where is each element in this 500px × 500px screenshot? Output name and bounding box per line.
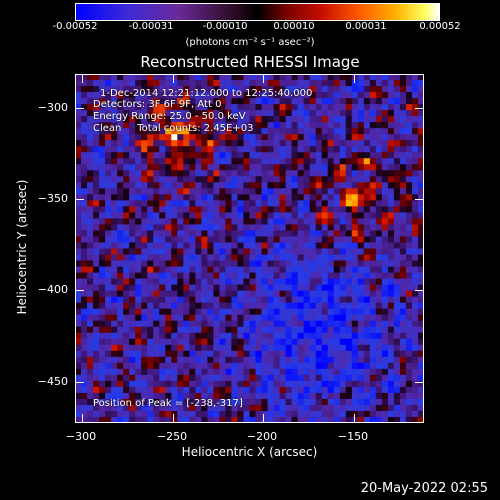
colorbar-tick: -0.00052 [52,21,98,32]
x-tick-label: −250 [156,430,188,443]
peak-position-label: Position of Peak = [-238,-317] [93,398,243,409]
x-tick-label: −300 [65,430,97,443]
colorbar-tick: 0.00010 [273,21,315,32]
colorbar-tick: 0.00052 [419,21,461,32]
solar-image [75,74,424,423]
timestamp: 20-May-2022 02:55 [360,481,488,496]
y-tick-label: −400 [37,283,68,296]
energy-range-label: Energy Range: 25.0 - 50.0 keV [93,111,246,122]
colorbar-tick: 0.00031 [345,21,387,32]
y-tick-label: −450 [37,375,68,388]
colorbar [75,3,440,21]
detectors-label: Detectors: 3F 6F 9F, Att 0 [93,99,222,110]
colorbar-units: (photons cm⁻² s⁻¹ asec⁻²) [185,37,315,48]
plot-title: Reconstructed RHESSI Image [140,53,360,71]
x-axis-label: Heliocentric X (arcsec) [181,445,318,459]
clean-counts-label: Clean Total counts: 2.45E+03 [93,123,254,134]
x-tick-label: −200 [246,430,278,443]
image-pixels [75,74,424,423]
y-tick-label: −300 [37,101,68,114]
colorbar-tick: -0.00010 [202,21,248,32]
y-axis-label: Heliocentric Y (arcsec) [15,179,29,315]
colorbar-tick: -0.00031 [128,21,174,32]
x-tick-label: −150 [337,430,369,443]
y-tick-label: −350 [37,192,68,205]
time-range-label: 1-Dec-2014 12:21:12.000 to 12:25:40.000 [100,88,313,99]
